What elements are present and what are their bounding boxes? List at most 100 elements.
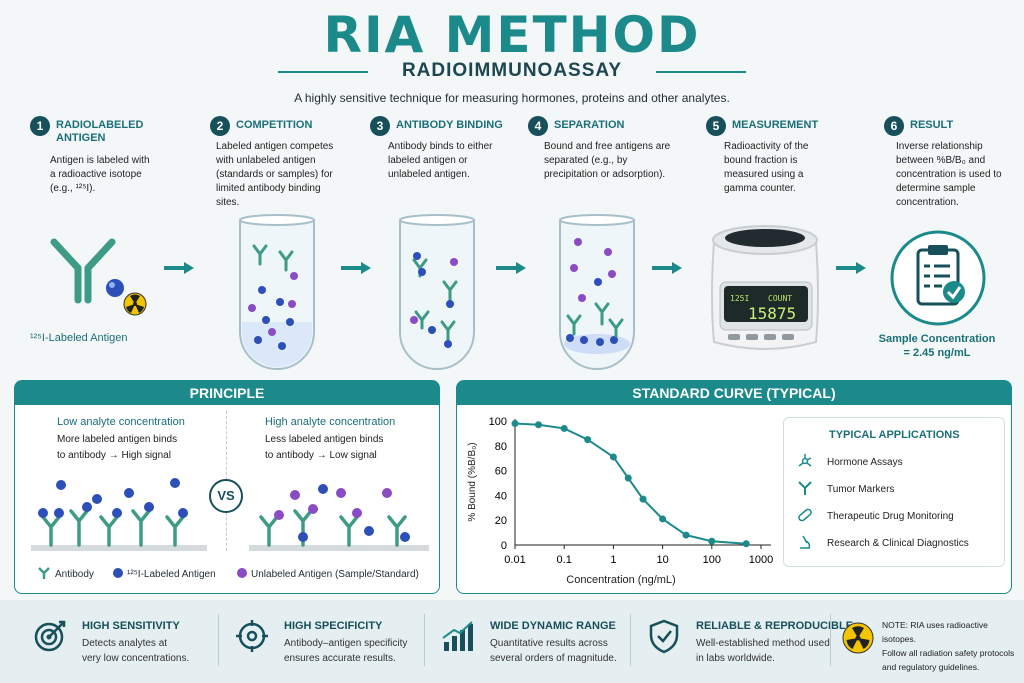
labeled-antigen-legend-icon xyxy=(113,568,123,578)
safety-note-line: and regulatory guidelines. xyxy=(882,662,980,672)
principle-header: PRINCIPLE xyxy=(15,381,439,405)
y-tick-label: 100 xyxy=(489,416,507,428)
test-tube-separation xyxy=(559,214,635,370)
feature-desc-line: Quantitative results across xyxy=(490,638,608,649)
hormone-molecule-icon xyxy=(798,454,812,467)
antibody-icon xyxy=(798,481,812,495)
y-tick-label: 60 xyxy=(495,466,507,478)
safety-note: NOTE: RIA uses radioactive isotopes. Fol… xyxy=(882,618,1024,674)
curve-data-point xyxy=(624,474,632,482)
step-description: Inverse relationship between %B/B₀ and c… xyxy=(896,141,1002,208)
feature-desc-line: very low concentrations. xyxy=(82,653,190,664)
feature-desc: Well-established method used in labs worl… xyxy=(696,636,830,666)
vs-badge: VS xyxy=(209,479,243,513)
flow-arrow-icon xyxy=(164,262,194,274)
page-title: RIA METHOD xyxy=(323,6,701,64)
step-description: Radioactivity of the bound fraction is m… xyxy=(724,141,809,194)
subtitle-divider-right xyxy=(656,71,746,73)
pill-icon xyxy=(798,508,812,522)
feature-divider xyxy=(630,614,631,666)
step-title: MEASUREMENT xyxy=(732,119,819,131)
step-number: 3 xyxy=(370,116,390,136)
tagline: A highly sensitive technique for measuri… xyxy=(294,91,730,105)
step-description: Labeled antigen competes with unlabeled … xyxy=(216,141,334,208)
x-tick-label: 0.1 xyxy=(557,554,572,566)
high-concentration-desc: to antibody → Low signal xyxy=(265,450,377,461)
standard-curve-header: STANDARD CURVE (TYPICAL) xyxy=(457,381,1011,405)
step-title: RESULT xyxy=(910,119,954,131)
standard-curve-panel: STANDARD CURVE (TYPICAL) 0 20 40 60 80 100 0.0… xyxy=(456,380,1012,594)
step-title: SEPARATION xyxy=(554,119,625,131)
feature-title: WIDE DYNAMIC RANGE xyxy=(490,620,616,632)
high-concentration-desc: Less labeled antigen binds xyxy=(265,434,384,445)
standard-curve-chart: 0 20 40 60 80 100 0.01 0.1 1 10 100 1000 Concentrat… xyxy=(467,416,773,586)
legend-labeled-antigen: ¹²⁵I-Labeled Antigen xyxy=(127,569,216,580)
test-tube-competition xyxy=(239,214,315,370)
step-description: Bound and free antigens are separated (e… xyxy=(544,141,671,180)
curve-data-point xyxy=(659,515,667,523)
safety-note-line: Follow all radiation safety protocols xyxy=(882,648,1015,658)
labeled-antigen-illustration xyxy=(50,238,147,316)
principle-panel: PRINCIPLE Low analyte concentration More… xyxy=(14,380,440,594)
high-concentration-illustration xyxy=(249,484,429,551)
counter-value: 15875 xyxy=(748,304,797,323)
curve-data-point xyxy=(742,540,750,548)
gamma-counter-device xyxy=(711,225,819,350)
x-tick-label: 100 xyxy=(703,554,721,566)
low-concentration-illustration xyxy=(31,478,207,551)
step-title: ANTIBODY BINDING xyxy=(396,119,503,131)
y-axis-label: % Bound (%B/B₀) xyxy=(467,442,478,521)
application-item: Research & Clinical Diagnostics xyxy=(827,538,969,549)
result-text: Sample Concentration = 2.45 ng/mL xyxy=(872,332,1002,360)
crosshair-icon xyxy=(236,620,268,652)
curve-data-point xyxy=(584,436,592,444)
counter-isotope: 125I xyxy=(730,294,750,303)
x-tick-label: 1 xyxy=(610,554,616,566)
shield-check-icon xyxy=(649,619,679,654)
low-concentration-desc: to antibody → High signal xyxy=(57,450,171,461)
result-line-2: = 2.45 ng/mL xyxy=(903,347,971,359)
applications-box xyxy=(783,417,1005,567)
application-item: Therapeutic Drug Monitoring xyxy=(827,511,954,522)
application-item: Hormone Assays xyxy=(827,457,903,468)
curve-data-point xyxy=(609,453,617,461)
step-description: Antibody binds to either labeled antigen… xyxy=(388,141,493,180)
flow-arrow-icon xyxy=(341,262,371,274)
feature-desc: Antibody–antigen specificity ensures accu… xyxy=(284,636,407,666)
applications-title: TYPICAL APPLICATIONS xyxy=(829,429,960,441)
feature-desc-line: in labs worldwide. xyxy=(696,653,775,664)
low-concentration-desc: More labeled antigen binds xyxy=(57,434,178,445)
feature-desc: Quantitative results across several order… xyxy=(490,636,617,666)
feature-title: RELIABLE & REPRODUCIBLE xyxy=(696,620,854,632)
feature-title: HIGH SENSITIVITY xyxy=(82,620,180,632)
features-bar: HIGH SENSITIVITY Detects analytes at very… xyxy=(0,600,1024,683)
curve-line xyxy=(514,422,747,545)
x-axis-label: Concentration (ng/mL) xyxy=(566,574,675,586)
curve-data-point xyxy=(560,424,568,432)
feature-divider xyxy=(424,614,425,666)
y-tick-label: 0 xyxy=(501,540,507,552)
x-tick-label: 0.01 xyxy=(504,554,525,566)
result-line-1: Sample Concentration xyxy=(878,333,996,345)
step-number: 6 xyxy=(884,116,904,136)
feature-desc-line: Detects analytes at xyxy=(82,638,168,649)
target-icon xyxy=(34,620,66,652)
flow-arrow-icon xyxy=(496,262,526,274)
step-title: COMPETITION xyxy=(236,119,313,131)
low-concentration-title: Low analyte concentration xyxy=(57,416,185,428)
antibody-legend-icon xyxy=(38,567,50,579)
curve-data-point xyxy=(511,419,519,427)
legend-antibody: Antibody xyxy=(55,569,94,580)
step-description: Antigen is labeled with a radioactive is… xyxy=(50,155,150,194)
x-tick-label: 10 xyxy=(656,554,668,566)
curve-data-point xyxy=(682,531,690,539)
feature-title: HIGH SPECIFICITY xyxy=(284,620,383,632)
feature-desc-line: several orders of magnitude. xyxy=(490,653,617,664)
high-concentration-title: High analyte concentration xyxy=(265,416,396,428)
y-tick-label: 80 xyxy=(495,441,507,453)
x-tick-label: 1000 xyxy=(749,554,773,566)
step-number: 2 xyxy=(210,116,230,136)
curve-data-point xyxy=(534,421,542,429)
subtitle-divider-left xyxy=(278,71,368,73)
step-number: 4 xyxy=(528,116,548,136)
